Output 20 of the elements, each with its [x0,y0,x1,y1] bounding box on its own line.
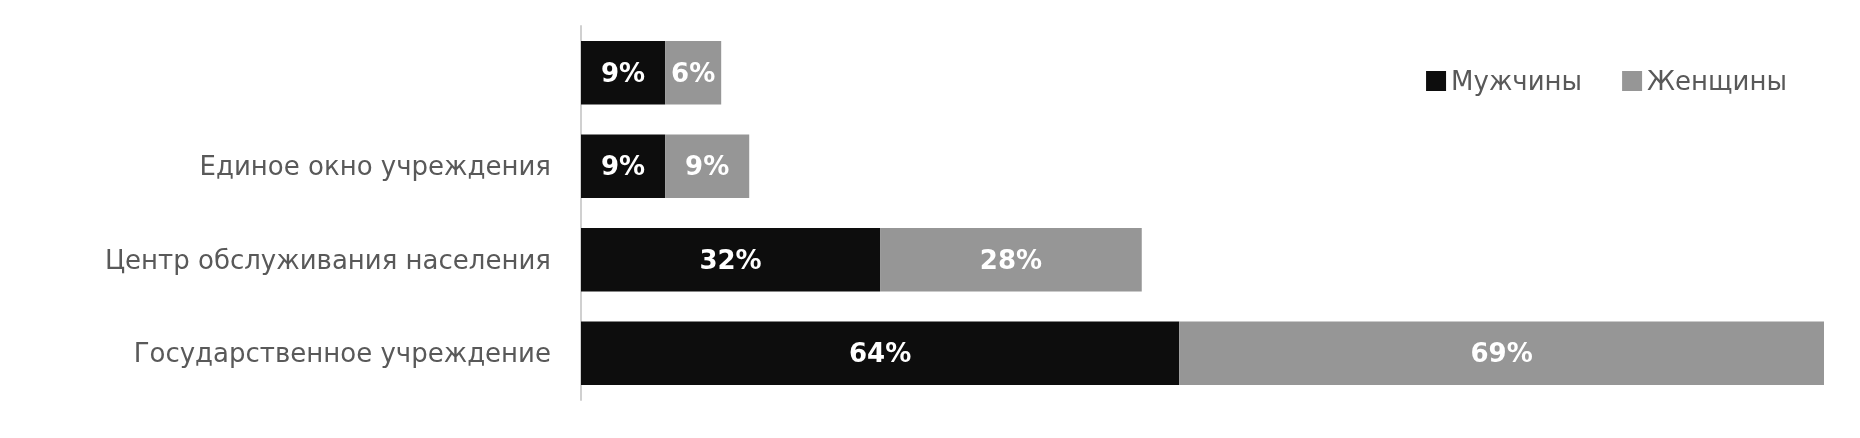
y-tick-label: Центр обслуживания населения [104,244,551,275]
legend-label: Мужчины [1451,66,1583,96]
data-label: 32% [699,244,762,275]
data-label: 9% [600,57,646,88]
data-label: 28% [979,244,1043,275]
bar [581,227,881,292]
data-label: 9% [685,151,730,182]
legend-label: Женщины [1647,66,1788,96]
bar [665,134,750,199]
data-label: 69% [1470,338,1533,369]
bar [1179,321,1824,386]
bar [581,134,666,199]
y-tick-label: Государственное учреждение [133,338,551,369]
data-label: 6% [671,57,716,88]
bar [581,321,1180,386]
bar [880,227,1142,292]
data-label: 9% [600,151,646,182]
bar [581,40,666,105]
y-tick-label: Единое окно учреждения [199,151,551,182]
data-label: 64% [848,338,912,369]
